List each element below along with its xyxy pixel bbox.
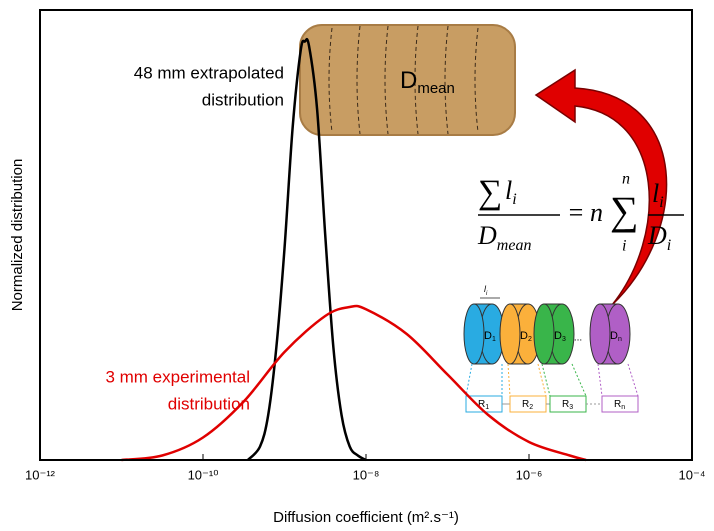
resistor-label-base: R (562, 399, 569, 410)
resistor (601, 395, 639, 413)
cylinder-back (589, 303, 611, 365)
eq-den-sub: mean (497, 237, 532, 254)
eq-frac-num-sub: i (659, 194, 663, 211)
plot-frame (39, 9, 693, 461)
resistor-label-sub: 1 (485, 404, 489, 411)
series-line (246, 38, 367, 462)
connector (465, 363, 503, 397)
cylinder-label-sub: 1 (492, 336, 496, 343)
cork-illustration: Dmean (299, 24, 516, 136)
cylinder-label-base: D (520, 330, 528, 342)
length-label: li (484, 284, 488, 296)
cylinder-label-sub: 3 (562, 336, 566, 343)
resistor-label-base: R (478, 399, 485, 410)
eq-frac-num: li (652, 179, 664, 211)
cork-label: Dmean (400, 67, 455, 97)
eq-num-sub: i (512, 191, 516, 208)
cylinder-label-sub: n (618, 336, 622, 343)
eq-equals: = (567, 198, 585, 227)
connector (541, 363, 587, 397)
resistor-label-base: R (614, 399, 621, 410)
cork (300, 25, 515, 135)
eq-frac-den: Di (647, 221, 671, 254)
eq-den: Dmean (477, 221, 531, 254)
cylinder-label: D2 (520, 330, 532, 343)
resistor-label: R2 (522, 399, 533, 411)
x-tick-label: 10⁻⁸ (353, 467, 380, 482)
cylinder-label: D3 (554, 330, 566, 343)
cylinder-label-base: D (484, 330, 492, 342)
eq-num: li (505, 176, 517, 208)
series-label: distribution (202, 90, 284, 109)
series-line (121, 304, 587, 462)
series-label: 48 mm extrapolated (134, 63, 284, 82)
eq-sum-top: n (622, 171, 630, 188)
x-tick-label: 10⁻¹² (25, 467, 56, 482)
eq-frac-den-base: D (647, 221, 667, 250)
resistor-label-sub: 2 (529, 404, 533, 411)
resistor-label: R1 (478, 399, 489, 411)
eq-sum2: ∑ (610, 188, 639, 233)
series-label: 3 mm experimental (105, 367, 250, 386)
series-label: distribution (168, 394, 250, 413)
eq-sum-bottom: i (622, 238, 626, 255)
eq-num-base: l (505, 176, 512, 205)
length-label-sub: i (486, 291, 488, 297)
cylinder-label-base: D (554, 330, 562, 342)
cork-label-sub: mean (417, 80, 455, 97)
cylinder-back (499, 303, 521, 365)
x-tick-label: 10⁻⁴ (679, 467, 706, 482)
equation: ∑ li Dmean = n n ∑ i li Di (477, 171, 684, 255)
eq-den-base: D (477, 221, 497, 250)
cylinder-label-sub: 2 (528, 336, 532, 343)
y-axis-label: Normalized distribution (9, 159, 26, 312)
x-tick-label: 10⁻¹⁰ (188, 467, 219, 482)
eq-n: n (590, 198, 603, 227)
eq-frac-num-base: l (652, 179, 659, 208)
resistor-label-sub: n (621, 404, 625, 411)
cylinder-label: D1 (484, 330, 496, 343)
ellipsis: ... (574, 333, 582, 344)
eq-frac-den-sub: i (667, 237, 671, 254)
cork-slices (328, 25, 479, 135)
x-tick-label: 10⁻⁶ (516, 467, 543, 482)
resistor-label-sub: 3 (569, 404, 573, 411)
cylinder-back (533, 303, 555, 365)
eq-sum: ∑ (478, 174, 502, 211)
resistor-label-base: R (522, 399, 529, 410)
connector (597, 363, 639, 397)
resistor-label: R3 (562, 399, 573, 411)
cylinder-back (463, 303, 485, 365)
cork-label-base: D (400, 67, 417, 94)
cork-edge (299, 24, 516, 136)
connector (507, 363, 547, 397)
cylinder-label: Dn (610, 330, 622, 343)
length-label-base: l (484, 284, 487, 294)
x-axis-label: Diffusion coefficient (m².s⁻¹) (273, 509, 459, 526)
resistor-label: Rn (614, 399, 625, 411)
cylinder-label-base: D (610, 330, 618, 342)
